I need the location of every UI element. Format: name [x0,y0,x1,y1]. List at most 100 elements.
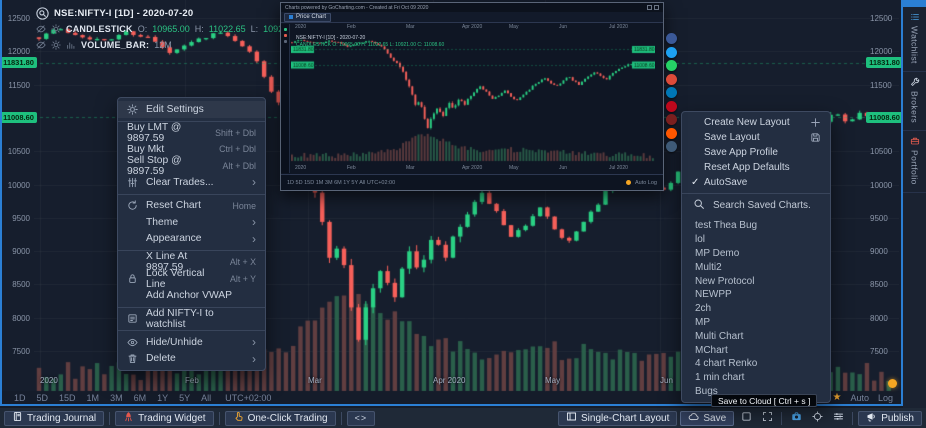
saved-chart-item[interactable]: Bugs [695,385,718,397]
notification-dot[interactable] [888,379,897,388]
favorite-star-icon[interactable]: ★ [832,391,842,403]
price-axis-label: 12000 [870,47,893,57]
settings-sliders-button[interactable] [829,411,847,426]
sidebar-tab-brokers[interactable]: Brokers [903,72,926,131]
timeframe-button[interactable]: 1Y [157,392,169,403]
timeframe-button[interactable]: All [201,392,212,403]
log-scale-toggle[interactable]: Log [877,392,893,403]
saved-chart-item[interactable]: MChart [695,344,728,356]
toolbar-divider [218,411,220,425]
timeframe-button[interactable]: 5Y [179,392,191,403]
timeframe-button[interactable]: 5D [36,392,49,403]
ohlc-open-value: 10965.00 [152,24,190,34]
study-settings-icon[interactable] [51,40,61,50]
price-axis-left[interactable]: 12500 12000 11500 10500 10000 9500 9000 8500 800… [0,0,33,406]
price-axis-label: 11500 [870,80,892,90]
single-chart-layout-button[interactable]: Single-Chart Layout [558,410,678,426]
context-menu-item[interactable]: Delete › [118,351,265,368]
layout-menu-item[interactable]: Reset App Defaults [682,160,830,175]
context-menu-item[interactable]: Buy LMT @ 9897.59 Shift + Dbl [118,122,265,144]
context-menu-item[interactable]: Add Anchor VWAP [118,287,265,304]
layout-menu-item[interactable]: ✓ AutoSave [682,175,830,190]
checkbox-button[interactable] [737,411,755,426]
submenu-arrow-icon: › [252,335,256,350]
share-youtube-icon[interactable] [666,114,677,125]
disk-icon [810,132,821,143]
saved-chart-item[interactable]: 4 chart Renko [695,358,758,370]
saved-chart-item[interactable]: Multi2 [695,261,722,273]
context-menu-item[interactable]: X Line At 9897.59 Alt + X [118,251,265,273]
timezone-label[interactable]: UTC+02:00 [225,392,272,403]
price-axis-label: 12000 [7,47,30,57]
saved-chart-item[interactable]: lol [695,234,706,246]
toolbar-divider [852,411,854,425]
context-menu-item[interactable]: Sell Stop @ 9897.59 Alt + Dbl [118,154,265,177]
tab-chart-icon [289,15,293,19]
timeframe-button[interactable]: 1D [14,392,26,403]
context-menu-item[interactable]: Buy Mkt Ctrl + Dbl [118,141,265,158]
price-tag-right: 11831.80 [866,57,903,68]
share-twitter-icon[interactable] [666,46,677,58]
symbol-search-icon[interactable] [36,6,49,20]
saved-chart-item[interactable]: MP Demo [695,247,740,259]
context-menu-item[interactable]: Reset Chart Home [118,198,265,215]
sidebar-tab-portfolio[interactable]: Portfolio [903,131,926,193]
layout-menu-item[interactable]: Save App Profile [682,145,830,160]
timeframe-button[interactable]: 6M [133,392,147,403]
screenshot-button[interactable] [787,411,805,426]
saved-chart-item[interactable]: NEWPP [695,289,732,301]
trading-journal-button[interactable]: Trading Journal [4,410,105,426]
context-menu-item-label: Sell Stop @ 9897.59 [127,154,182,177]
auto-scale-toggle[interactable]: Auto [850,392,869,403]
study-hide-icon[interactable] [36,24,46,34]
preview-expand-icon[interactable] [647,5,652,10]
saved-chart-item[interactable]: New Protocol [695,275,755,287]
share-pinterest-icon[interactable] [666,100,677,112]
context-menu-item[interactable]: Lock Vertical Line Alt + Y [118,268,265,290]
context-menu-item[interactable]: Appearance › [118,231,265,248]
study-settings-icon[interactable] [51,24,61,34]
saved-chart-item[interactable]: 1 min chart [695,372,745,384]
share-facebook-icon[interactable] [666,33,677,44]
save-button[interactable]: Save [680,410,735,426]
context-menu-item[interactable]: Hide/Unhide › [118,334,265,351]
time-axis[interactable]: 2020 Feb Mar Apr 2020 May Jun [0,376,903,388]
fullscreen-button[interactable] [758,411,776,426]
sidebar-active-strip[interactable] [903,0,926,7]
saved-charts-search[interactable]: Search Saved Charts. [682,193,830,217]
price-axis-right[interactable]: 12500 12000 11500 10500 10000 9500 9000 8500 800… [868,0,902,406]
preview-tab[interactable]: Price Chart [284,12,332,22]
share-reddit-icon[interactable] [666,127,677,139]
context-menu-item[interactable]: Edit Settings [118,101,265,118]
saved-chart-item[interactable]: Multi Chart [695,330,744,342]
code-snippet-button[interactable]: <> [346,410,376,426]
timeframe-button[interactable]: 1M [86,392,100,403]
sidebar-tab-watchlist[interactable]: Watchlist [903,7,926,72]
context-menu-item[interactable]: Clear Trades... › [118,174,265,191]
share-linkedin-icon[interactable] [666,87,677,98]
share-tumblr-icon[interactable] [666,141,677,152]
study-hide-icon[interactable] [36,40,46,50]
layout-menu-item[interactable]: Save Layout [682,130,830,145]
preview-close-icon[interactable] [654,5,659,10]
price-axis-label: 12500 [7,14,30,23]
timeframe-button[interactable]: 15D [59,392,76,403]
ohlc-open-key: O: [137,24,148,34]
context-menu-item[interactable]: Theme › [118,214,265,231]
saved-chart-item[interactable]: 2ch [695,303,712,315]
layout-menu-item[interactable]: Create New Layout [682,115,830,130]
share-whatsapp-icon[interactable] [666,60,677,71]
trading-widget-button[interactable]: Trading Widget [115,410,214,426]
crosshair-button[interactable] [808,411,826,426]
share-googleplus-icon[interactable] [666,73,677,85]
timeframe-list: 1D 5D 15D 1M 3M 6M 1Y 5Y All [14,393,211,403]
ohlc-low-key: L: [250,24,259,34]
saved-chart-item[interactable]: test Thea Bug [695,220,758,232]
ohlc-high-value: 11022.65 [208,24,246,34]
context-menu-item[interactable]: Add NIFTY-I to watchlist [118,308,265,330]
one-click-trading-button[interactable]: One-Click Trading [224,410,336,426]
publish-button[interactable]: Publish [858,410,922,426]
timeframe-button[interactable]: 3M [110,392,123,403]
saved-charts-list: test Thea Bug lol MP Demo Multi2 New Protoco… [682,217,830,402]
saved-chart-item[interactable]: MP [695,316,710,328]
